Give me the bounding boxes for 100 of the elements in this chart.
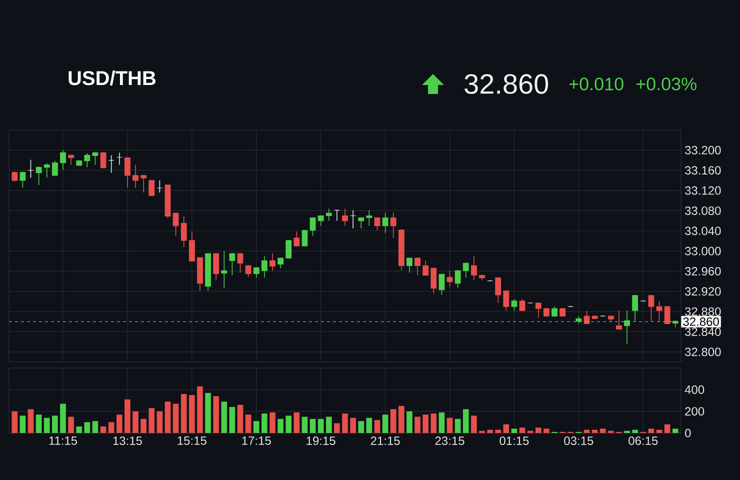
candlestick [60, 150, 66, 170]
candlestick [310, 216, 316, 236]
y-tick-label: 200 [685, 407, 704, 416]
x-tick-label: 17:15 [242, 436, 271, 445]
bar [326, 416, 332, 433]
candlestick [253, 266, 260, 278]
bar [124, 399, 130, 433]
bar [100, 426, 106, 433]
candlestick [446, 270, 453, 288]
bar [68, 416, 74, 433]
candlestick [156, 180, 163, 193]
bar [116, 414, 122, 433]
bar [245, 414, 252, 433]
x-tick-label: 03:15 [564, 436, 594, 446]
candlestick [68, 154, 74, 166]
x-tick-label: 01:15 [500, 436, 529, 446]
candlestick [100, 152, 106, 169]
bar [430, 414, 437, 433]
bar [632, 430, 638, 433]
candlestick [390, 212, 396, 238]
candlestick [334, 210, 340, 222]
x-tick-label: 21:15 [370, 436, 400, 446]
candlestick [108, 154, 114, 174]
candlestick [511, 298, 518, 311]
candlestick [294, 230, 300, 247]
candlestick [326, 208, 332, 222]
bar [334, 423, 340, 433]
bar [342, 414, 348, 433]
bar [180, 394, 187, 433]
bar [172, 404, 179, 433]
bar [221, 402, 228, 433]
bar [12, 411, 18, 433]
candlestick [422, 260, 429, 276]
candlestick [616, 310, 622, 330]
candlestick [454, 270, 461, 288]
candlestick [584, 310, 590, 325]
bar [414, 416, 420, 433]
candlestick [318, 214, 324, 226]
y-tick-label: 33.120 [684, 186, 721, 195]
candlestick [503, 290, 510, 311]
candlestick [342, 208, 348, 226]
bar [262, 414, 268, 433]
bar [454, 418, 461, 433]
candlestick [20, 170, 26, 188]
candlestick [414, 257, 420, 276]
y-tick-label: 32.800 [684, 348, 721, 356]
candlestick [624, 310, 630, 344]
bar [92, 421, 98, 433]
bar [253, 421, 260, 433]
y-tick-label: 32.880 [684, 307, 721, 316]
x-tick-label: 15:15 [178, 436, 206, 445]
candlestick [92, 152, 98, 166]
candlestick [116, 152, 122, 166]
bar [294, 412, 300, 433]
bar [213, 396, 219, 433]
candlestick [84, 152, 90, 168]
bar [20, 416, 26, 433]
bar [358, 421, 364, 433]
bar [544, 428, 550, 433]
candlestick [188, 230, 195, 262]
y-tick-label: 33.200 [684, 146, 721, 154]
candlestick [124, 156, 130, 188]
y-tick-label: 400 [684, 385, 704, 394]
candlestick [382, 212, 388, 234]
bar [422, 414, 428, 433]
y-tick-label: 32.920 [684, 287, 721, 296]
bar [76, 426, 82, 433]
bar [648, 428, 654, 433]
bar [511, 428, 518, 433]
candlestick [52, 160, 58, 176]
candlestick [438, 273, 445, 296]
bar [270, 412, 276, 433]
y-tick-label: 32.840 [684, 327, 721, 336]
bar [519, 428, 526, 433]
bar [471, 416, 477, 433]
x-tick-label: 13:15 [113, 436, 142, 446]
candlestick [261, 256, 268, 278]
x-tick-label: 11:15 [49, 436, 78, 445]
bar [318, 418, 324, 433]
bar [366, 418, 372, 433]
candlestick [656, 300, 662, 322]
candlestick [180, 216, 187, 248]
bar [600, 428, 606, 433]
candlestick [519, 298, 526, 312]
bar [164, 402, 171, 433]
text: 32.860 [464, 74, 548, 94]
bar [229, 407, 236, 433]
candlestick [44, 162, 50, 178]
bar [60, 404, 66, 433]
bar [302, 416, 308, 433]
candlestick [366, 210, 372, 226]
bar [108, 422, 114, 433]
ref-line-label: 32.860 [683, 317, 719, 326]
candlestick [140, 174, 147, 193]
candlestick [213, 252, 220, 281]
y-tick-label: 33.160 [684, 166, 721, 175]
x-tick-label: 23:15 [435, 436, 464, 446]
candlestick [535, 302, 542, 318]
bar [495, 430, 501, 433]
bar [278, 418, 284, 433]
